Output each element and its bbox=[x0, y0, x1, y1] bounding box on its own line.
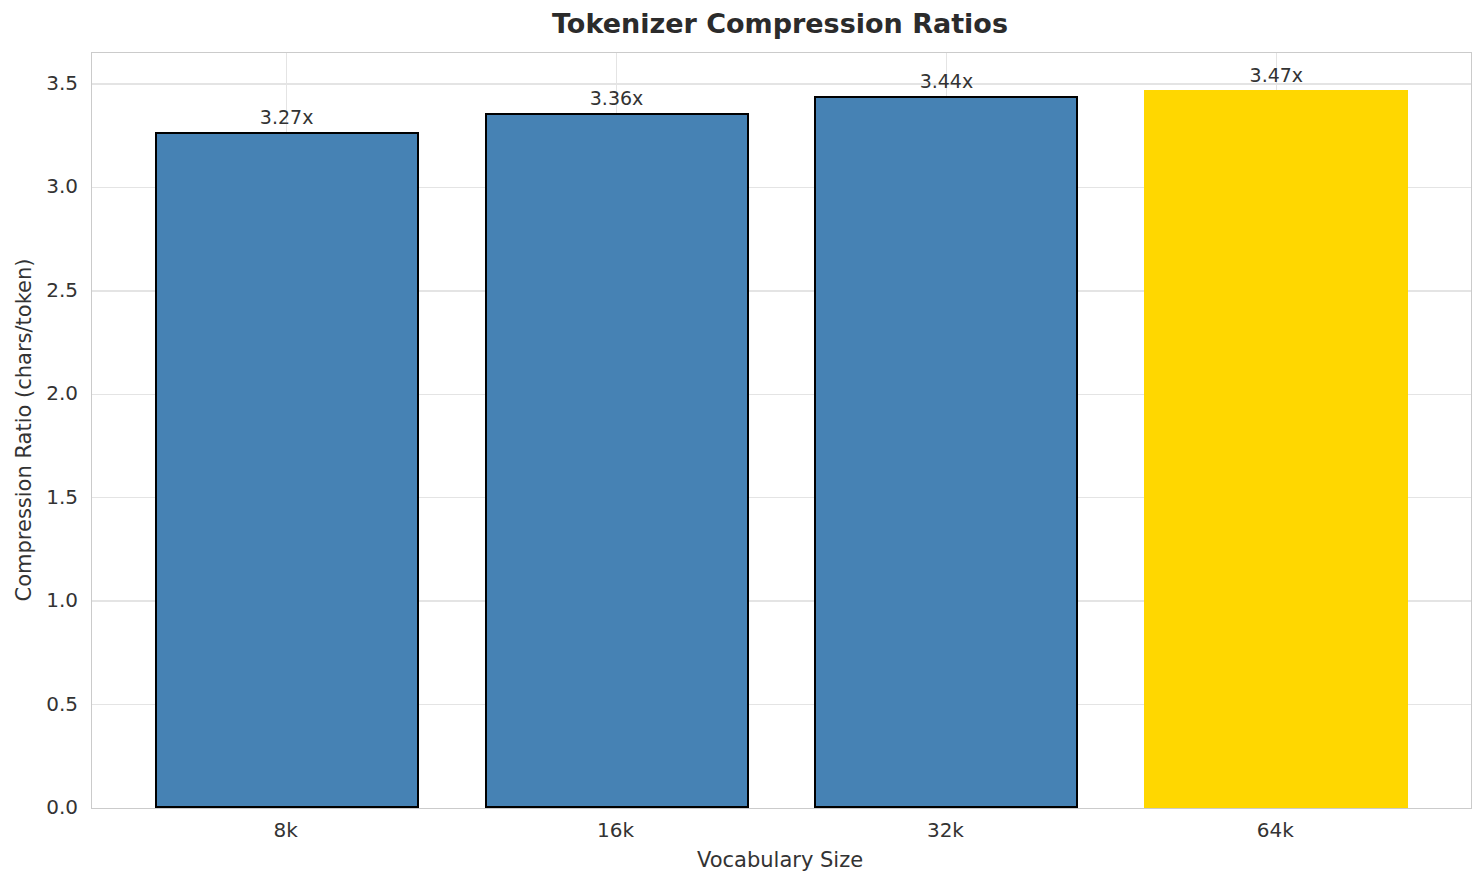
plot-area: 3.27x 3.36x 3.44x 3.47x bbox=[91, 52, 1472, 809]
x-tick-label: 64k bbox=[1257, 818, 1294, 842]
bar-64k bbox=[1144, 90, 1408, 808]
x-axis-label: Vocabulary Size bbox=[697, 848, 863, 872]
y-tick-label: 3.5 bbox=[0, 71, 78, 95]
y-tick-label: 3.0 bbox=[0, 174, 78, 198]
x-tick-label: 32k bbox=[927, 818, 964, 842]
bar-8k bbox=[155, 132, 419, 808]
figure: Tokenizer Compression Ratios 3.27x3.36x3… bbox=[0, 0, 1484, 885]
y-tick-label: 1.0 bbox=[0, 588, 78, 612]
chart-title: Tokenizer Compression Ratios bbox=[552, 8, 1008, 39]
bar-value-label: 3.36x bbox=[590, 87, 644, 109]
bar-value-label: 3.44x bbox=[920, 70, 974, 92]
y-tick-label: 2.5 bbox=[0, 278, 78, 302]
y-tick-label: 0.0 bbox=[0, 795, 78, 819]
x-tick-label: 8k bbox=[273, 818, 297, 842]
y-axis-label: Compression Ratio (chars/token) bbox=[12, 258, 36, 601]
bar-16k bbox=[485, 113, 749, 808]
y-tick-label: 0.5 bbox=[0, 692, 78, 716]
x-tick-label: 16k bbox=[597, 818, 634, 842]
bar-32k bbox=[814, 96, 1078, 808]
bar-value-label: 3.47x bbox=[1250, 64, 1304, 86]
y-tick-label: 1.5 bbox=[0, 485, 78, 509]
y-tick-label: 2.0 bbox=[0, 381, 78, 405]
bar-value-label: 3.27x bbox=[260, 106, 314, 128]
